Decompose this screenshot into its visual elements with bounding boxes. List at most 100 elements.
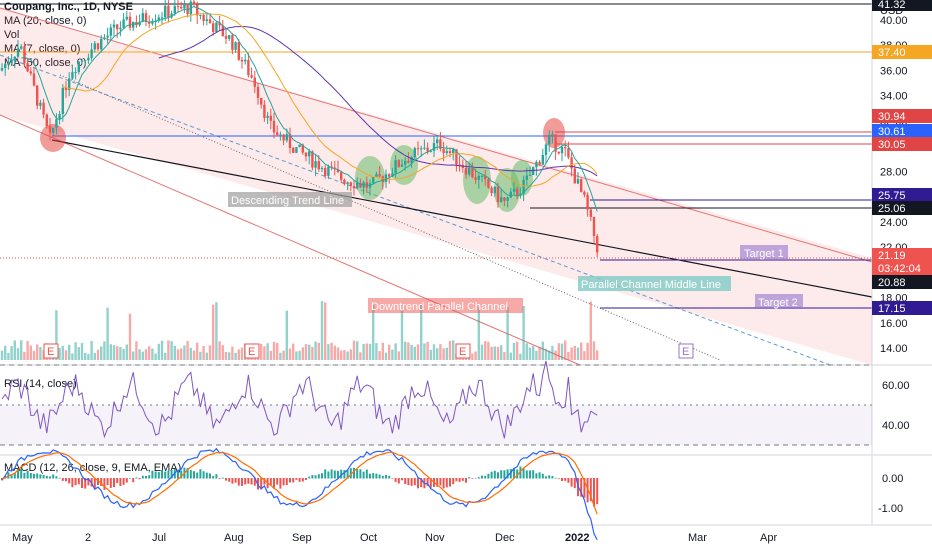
volume-bar — [519, 353, 522, 360]
macd-hist-bar — [253, 478, 256, 486]
macd-hist-bar — [39, 474, 42, 479]
candle-body — [90, 49, 93, 58]
macd-hist-bar — [513, 468, 515, 479]
candle-body — [564, 146, 567, 149]
volume-bar — [378, 351, 381, 360]
earnings-marker-2[interactable] — [244, 343, 260, 359]
volume-bar — [541, 341, 544, 360]
candle-body — [173, 6, 176, 14]
macd-hist-bar — [77, 478, 80, 485]
macd-hist-bar — [71, 478, 74, 488]
volume-bar — [384, 352, 388, 360]
candle-body — [372, 176, 375, 184]
macd-hist-bar — [250, 478, 253, 485]
earnings-marker-4[interactable] — [678, 343, 694, 359]
volume-bar — [237, 349, 240, 360]
macd-hist-bar — [375, 473, 378, 479]
macd-hist-bar — [404, 478, 407, 485]
candle-body — [442, 148, 445, 154]
volume-bar — [368, 343, 372, 360]
volume-bar — [260, 343, 263, 360]
macd-hist-bar — [311, 475, 314, 479]
macd-hist-bar — [388, 475, 391, 479]
candle-body — [413, 148, 416, 158]
macd-hist-bar — [593, 478, 595, 507]
price-badge-8: 03:42:04 — [878, 263, 921, 275]
volume-bar — [103, 341, 106, 360]
candle-body — [330, 166, 333, 168]
macd-hist-bar — [279, 478, 282, 489]
downtrend-channel-fill — [0, 8, 872, 365]
top-circle-left — [40, 124, 66, 152]
ma7-line — [21, 6, 598, 212]
candle-body — [250, 75, 253, 78]
volume-bar — [228, 352, 231, 360]
candle-body — [26, 63, 29, 72]
macd-hist-bar — [407, 478, 410, 486]
volume-bar — [426, 341, 429, 360]
indicator-vol[interactable]: Vol — [4, 28, 133, 42]
candle-body — [320, 168, 324, 170]
candle-body — [282, 134, 285, 141]
volume-bar — [87, 353, 90, 360]
price-tick-3: 34.00 — [880, 91, 908, 103]
candle-body — [192, 1, 196, 5]
pattern-shoulder-5 — [511, 160, 533, 196]
candle-body — [458, 164, 461, 166]
volume-bar — [141, 351, 144, 360]
volume-bar — [135, 341, 138, 360]
volume-bar — [276, 342, 279, 360]
candle-body — [308, 151, 311, 157]
candle-body — [298, 144, 301, 148]
volume-bar — [432, 344, 436, 360]
candle-body — [100, 39, 103, 50]
macd-hist-bar — [417, 478, 419, 489]
volume-bar — [346, 351, 349, 360]
rsi-band — [0, 405, 872, 445]
macd-hist-bar — [461, 478, 464, 481]
macd-hist-bar — [237, 478, 240, 486]
volume-bar — [13, 340, 16, 360]
volume-bar — [400, 310, 404, 360]
price-tick-13: 14.00 — [880, 343, 908, 355]
candle-body — [429, 150, 432, 152]
macd-hist-bar — [420, 478, 423, 488]
volume-bar — [292, 343, 295, 360]
candle-body — [480, 175, 484, 177]
macd-hist-bar — [477, 477, 480, 479]
candle-body — [7, 63, 10, 65]
time-axis[interactable]: May 2 Jul Aug Sep Oct Nov Dec 2022 Mar Apr — [12, 532, 777, 544]
price-tick-8: 24.00 — [880, 217, 908, 229]
volume-bar — [68, 344, 71, 360]
rsi-label[interactable]: RSI (14, close) — [4, 378, 77, 390]
volume-bar — [234, 352, 237, 360]
volume-bar — [487, 341, 490, 360]
macd-hist-bar — [474, 477, 477, 479]
candle-body — [356, 182, 359, 189]
volume-bar — [580, 342, 583, 360]
volume-bar — [272, 341, 276, 360]
macd-hist-bar — [167, 470, 170, 479]
candles — [0, 0, 599, 257]
candle-body — [199, 14, 202, 16]
earnings-marker-1[interactable] — [43, 343, 59, 359]
volume-bar — [407, 342, 410, 360]
candle-body — [535, 161, 538, 168]
trend-line-tag-bg — [228, 192, 352, 207]
macd-hist-bar — [343, 470, 346, 479]
macd-hist-bar — [154, 471, 157, 479]
candle-body — [122, 19, 125, 28]
earnings-marker-3[interactable] — [455, 343, 471, 359]
candle-body — [180, 6, 183, 9]
candle-body — [352, 185, 356, 189]
candle-body — [4, 63, 7, 69]
volume-bar — [570, 347, 573, 360]
candle-body — [167, 5, 170, 18]
price-badge-bg-4 — [872, 137, 932, 151]
time-tick-1: 2 — [85, 532, 91, 544]
macd-label[interactable]: MACD (12, 26, close, 9, EMA, EMA) — [4, 462, 182, 474]
candle-body — [170, 13, 173, 18]
volume-bar — [586, 342, 589, 360]
macd-hist-bar — [362, 471, 365, 479]
